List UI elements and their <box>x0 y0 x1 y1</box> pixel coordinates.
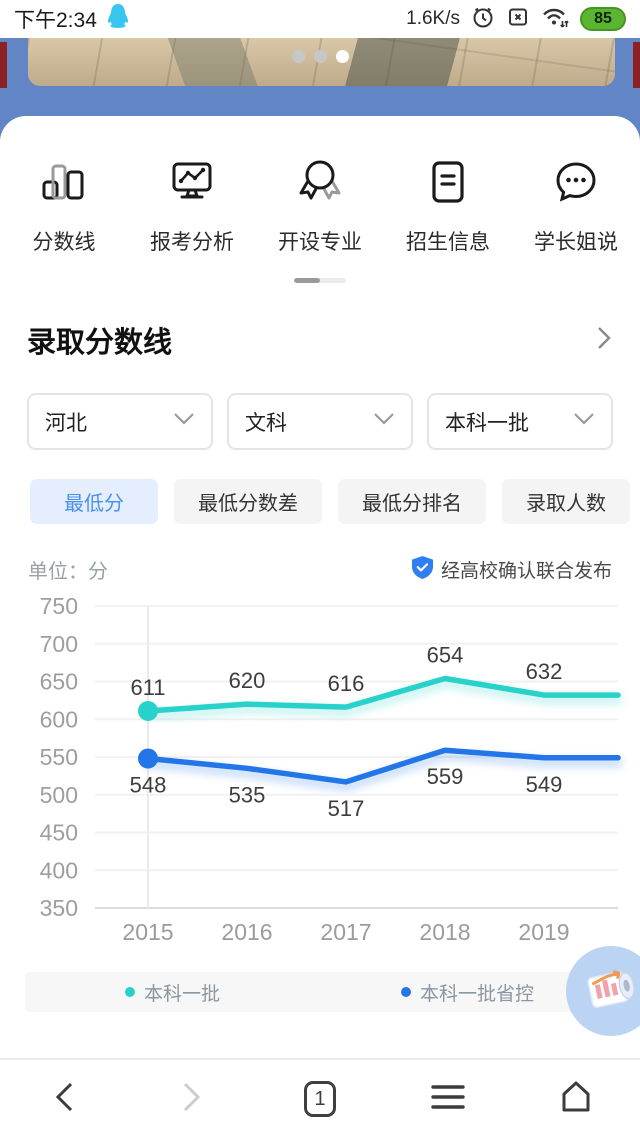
x-tick-label: 2019 <box>518 919 569 945</box>
chevron-down-icon <box>573 412 595 431</box>
no-sim-icon <box>506 5 530 34</box>
chat-bubble-icon <box>550 156 602 213</box>
data-label: 620 <box>229 668 266 693</box>
data-label: 559 <box>427 764 464 789</box>
y-tick-label: 350 <box>40 895 78 921</box>
nav-label: 学长姐说 <box>534 231 618 254</box>
data-label: 654 <box>427 642 464 667</box>
nav-label: 分数线 <box>32 231 96 254</box>
data-label: 611 <box>130 675 165 700</box>
tab-lowest-score[interactable]: 最低分 <box>30 479 158 524</box>
legend-item-provincial-control: 本科一批省控 <box>320 979 615 1006</box>
y-tick-label: 400 <box>40 857 78 883</box>
qq-penguin-icon <box>107 3 129 35</box>
nav-item-majors[interactable]: 开设专业 <box>256 156 384 256</box>
tab-lowest-score-diff[interactable]: 最低分数差 <box>174 479 322 524</box>
monitor-chart-icon <box>166 156 218 213</box>
banner-image[interactable] <box>28 38 615 86</box>
filter-row: 河北 文科 本科一批 <box>0 393 640 450</box>
data-label: 548 <box>130 773 167 798</box>
x-tick-label: 2016 <box>221 919 272 945</box>
series-line-本科一批 <box>145 675 621 714</box>
x-tick-label: 2018 <box>419 919 470 945</box>
score-line-chart[interactable]: 750 700 650 600 550 500 450 400 350 2015 2016 2017 2… <box>0 590 640 950</box>
nav-item-admission-info[interactable]: 招生信息 <box>384 156 512 256</box>
menu-button[interactable] <box>430 1082 466 1117</box>
document-icon <box>422 156 474 213</box>
data-label: 549 <box>526 772 563 797</box>
series-line-本科一批省控 <box>145 747 621 785</box>
unit-label: 单位：分 <box>28 561 108 583</box>
x-tick-label: 2015 <box>122 919 173 945</box>
status-bar: 下午2:34 1.6K/s 85 <box>0 0 640 38</box>
browser-bottom-nav: 1 <box>0 1058 640 1138</box>
chart-legend: 本科一批 本科一批省控 <box>25 972 615 1012</box>
tab-count-button[interactable]: 1 <box>304 1081 336 1117</box>
data-label: 517 <box>328 796 365 821</box>
data-label: 616 <box>328 671 365 696</box>
quick-nav-pager <box>294 278 346 283</box>
report-paper-icon <box>582 960 640 1023</box>
carousel-dots <box>0 50 640 63</box>
nav-label: 报考分析 <box>150 231 234 254</box>
y-tick-label: 450 <box>40 820 78 846</box>
carousel-dot <box>291 50 305 63</box>
y-tick-label: 750 <box>40 593 78 619</box>
section-title: 录取分数线 <box>27 327 173 359</box>
series-glow <box>143 678 623 721</box>
shield-check-icon <box>411 555 433 584</box>
series-start-dot <box>138 748 158 769</box>
subject-select[interactable]: 文科 <box>227 393 413 450</box>
chevron-down-icon <box>173 412 195 431</box>
back-button[interactable] <box>51 1080 77 1119</box>
x-tick-label: 2017 <box>320 919 371 945</box>
wifi-icon <box>541 5 569 34</box>
nav-item-score-line[interactable]: 分数线 <box>0 156 128 256</box>
nav-item-analysis[interactable]: 报考分析 <box>128 156 256 256</box>
carousel-dot <box>313 50 327 63</box>
verified-text: 经高校确认联合发布 <box>440 561 612 582</box>
y-tick-label: 600 <box>40 706 78 732</box>
tab-lowest-score-rank[interactable]: 最低分排名 <box>338 479 486 524</box>
carousel-dot-active <box>335 50 349 63</box>
network-speed: 1.6K/s <box>406 8 460 29</box>
y-tick-label: 500 <box>40 782 78 808</box>
medal-icon <box>294 156 346 213</box>
battery-indicator: 85 <box>580 7 626 31</box>
batch-select[interactable]: 本科一批 <box>427 393 613 450</box>
adjacent-slide-right <box>633 42 640 88</box>
score-bars-icon <box>38 156 90 213</box>
nav-label: 开设专业 <box>278 231 362 254</box>
y-tick-label: 550 <box>40 744 78 770</box>
data-label: 535 <box>229 782 266 807</box>
series-start-dot <box>138 700 158 721</box>
y-tick-label: 650 <box>40 669 78 695</box>
forward-button[interactable] <box>179 1080 205 1119</box>
verified-badge: 经高校确认联合发布 <box>411 555 612 584</box>
legend-dot-blue <box>400 987 411 997</box>
legend-dot-cyan <box>124 987 135 997</box>
adjacent-slide-left <box>0 42 7 88</box>
chevron-right-icon[interactable] <box>595 325 613 356</box>
report-fab-button[interactable] <box>566 946 640 1036</box>
province-select[interactable]: 河北 <box>27 393 213 450</box>
clock-time: 下午2:34 <box>14 9 97 32</box>
quick-nav: 分数线 报考分析 开设专业 招生信息 学长姐说 <box>0 116 640 256</box>
data-label: 632 <box>526 659 563 684</box>
content-card: 分数线 报考分析 开设专业 招生信息 学长姐说 <box>0 116 640 1096</box>
home-button[interactable] <box>560 1080 592 1119</box>
legend-item-batch1: 本科一批 <box>25 979 320 1006</box>
series-glow <box>143 750 623 792</box>
chevron-down-icon <box>373 412 395 431</box>
tab-admission-count[interactable]: 录取人数 <box>502 479 630 524</box>
alarm-clock-icon <box>471 5 495 34</box>
metric-tabs: 最低分 最低分数差 最低分排名 录取人数 <box>0 479 640 524</box>
y-tick-label: 700 <box>40 631 78 657</box>
nav-label: 招生信息 <box>406 231 490 254</box>
nav-item-seniors-say[interactable]: 学长姐说 <box>512 156 640 256</box>
